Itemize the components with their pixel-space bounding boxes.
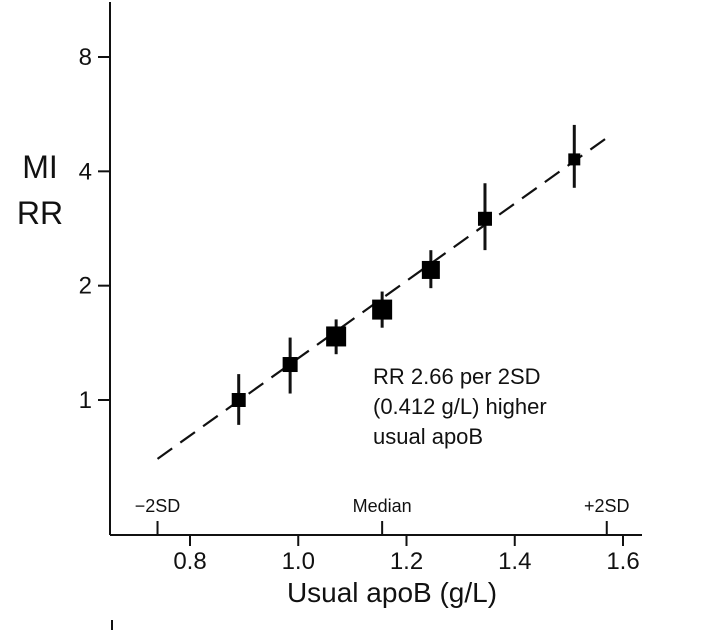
sd-label-2: +2SD [584, 496, 630, 516]
x-axis-title: Usual apoB (g/L) [287, 577, 497, 608]
point-0 [231, 393, 246, 407]
annotation-line3: usual apoB [373, 424, 483, 449]
annotation-line1: RR 2.66 per 2SD [373, 364, 541, 389]
x-tick-label-3: 1.4 [498, 548, 531, 575]
point-6 [568, 153, 581, 166]
point-2 [326, 326, 347, 347]
y-axis-label-line1: MI [22, 149, 58, 185]
y-tick-label-4: 4 [79, 158, 92, 185]
point-5 [477, 211, 492, 226]
x-tick-label-2: 1.2 [390, 548, 423, 575]
sd-label-1: Median [353, 496, 412, 516]
point-3 [372, 299, 393, 320]
x-tick-label-0: 0.8 [173, 548, 206, 575]
x-tick-label-1: 1.0 [282, 548, 315, 575]
annotation-line2: (0.412 g/L) higher [373, 394, 547, 419]
y-axis-label-line2: RR [17, 195, 63, 231]
point-4 [421, 260, 440, 279]
point-1 [282, 357, 298, 373]
sd-label-0: −2SD [135, 496, 181, 516]
x-tick-label-4: 1.6 [606, 548, 639, 575]
y-tick-label-8: 8 [79, 44, 92, 71]
y-tick-label-1: 1 [79, 387, 92, 414]
y-tick-label-2: 2 [79, 273, 92, 300]
